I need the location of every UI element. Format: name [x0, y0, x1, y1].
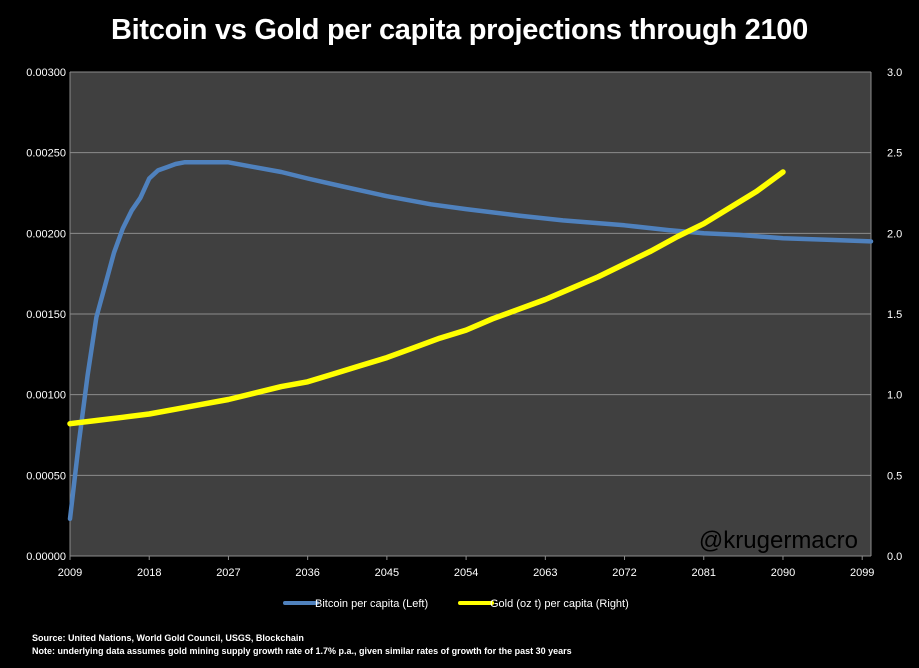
legend: Bitcoin per capita (Left) Gold (oz t) per…: [283, 598, 629, 610]
left-tick-label: 0.00000: [26, 551, 66, 563]
legend-label: Bitcoin per capita (Left): [315, 598, 428, 610]
x-tick-label: 2081: [692, 567, 716, 579]
series-line-bitcoin: [67, 160, 874, 522]
x-tick-label: 2063: [533, 567, 557, 579]
left-tick-label: 0.00100: [26, 390, 66, 402]
source-note: Source: United Nations, World Gold Counc…: [32, 633, 304, 643]
x-tick-label: 2090: [771, 567, 795, 579]
right-tick-label: 1.5: [887, 309, 902, 321]
right-tick-label: 2.5: [887, 148, 902, 160]
left-tick-label: 0.00050: [26, 470, 66, 482]
right-tick-label: 2.0: [887, 228, 902, 240]
assumption-note: Note: underlying data assumes gold minin…: [32, 646, 572, 656]
x-tick-label: 2036: [295, 567, 319, 579]
x-tick-label: 2018: [137, 567, 161, 579]
left-tick-label: 0.00250: [26, 148, 66, 160]
right-tick-label: 3.0: [887, 67, 902, 79]
x-tick-label: 2027: [216, 567, 240, 579]
right-tick-label: 0.0: [887, 551, 902, 563]
watermark: @krugermacro: [699, 527, 858, 554]
series-line-gold: [67, 169, 786, 427]
left-tick-label: 0.00200: [26, 228, 66, 240]
x-tick-label: 2009: [58, 567, 82, 579]
right-tick-label: 0.5: [887, 470, 902, 482]
legend-label: Gold (oz t) per capita (Right): [490, 598, 629, 610]
left-tick-label: 0.00150: [26, 309, 66, 321]
x-tick-label: 2099: [850, 567, 874, 579]
x-tick-label: 2054: [454, 567, 478, 579]
x-tick-label: 2045: [375, 567, 399, 579]
left-tick-label: 0.00300: [26, 67, 66, 79]
series-lines: [67, 160, 874, 522]
x-axis-ticks: 2009 2018 2027 2036 2045 2054 2063 2072 2081 2090…: [58, 556, 874, 579]
right-axis-ticks: 0.0 0.5 1.0 1.5 2.0 2.5 3.0: [887, 67, 902, 563]
left-axis-ticks: 0.00000 0.00050 0.00100 0.00150 0.00200 0.002…: [26, 67, 66, 563]
x-tick-label: 2072: [612, 567, 636, 579]
right-tick-label: 1.0: [887, 390, 902, 402]
chart-title: Bitcoin vs Gold per capita projections t…: [111, 14, 808, 46]
